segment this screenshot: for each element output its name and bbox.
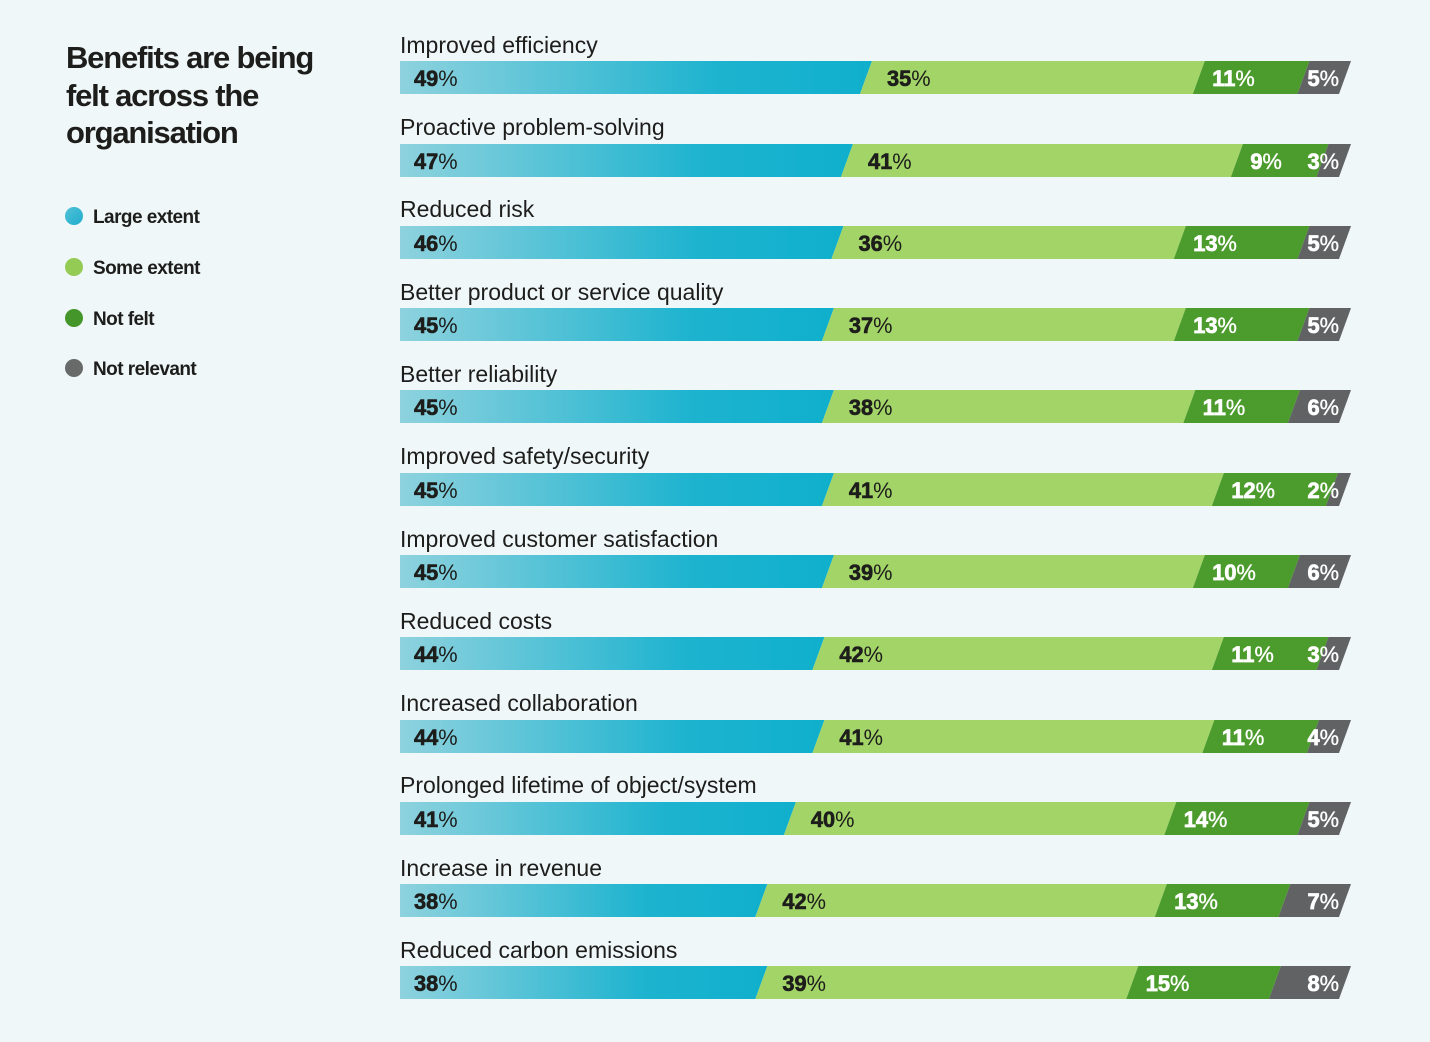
svg-text:6%: 6% [1307,396,1339,421]
svg-text:38%: 38% [849,396,893,421]
svg-text:39%: 39% [782,971,826,996]
svg-text:3%: 3% [1307,642,1339,667]
svg-text:13%: 13% [1193,313,1237,338]
svg-text:5%: 5% [1307,231,1339,256]
svg-text:46%: 46% [414,231,458,256]
svg-text:35%: 35% [887,67,931,92]
svg-text:6%: 6% [1307,560,1339,585]
svg-text:5%: 5% [1307,313,1339,338]
svg-text:42%: 42% [839,642,883,667]
svg-text:41%: 41% [868,149,912,174]
svg-text:47%: 47% [414,149,458,174]
svg-text:8%: 8% [1307,971,1339,996]
svg-text:9%: 9% [1250,149,1282,174]
svg-text:42%: 42% [782,889,826,914]
svg-text:4%: 4% [1307,725,1339,750]
svg-text:2%: 2% [1307,478,1339,503]
svg-text:12%: 12% [1231,478,1275,503]
svg-text:44%: 44% [414,725,458,750]
svg-text:14%: 14% [1184,807,1228,832]
svg-text:38%: 38% [414,889,458,914]
svg-text:40%: 40% [811,807,855,832]
svg-text:41%: 41% [839,725,883,750]
svg-text:44%: 44% [414,642,458,667]
svg-text:38%: 38% [414,971,458,996]
svg-text:39%: 39% [849,560,893,585]
svg-text:13%: 13% [1174,889,1218,914]
svg-text:5%: 5% [1307,67,1339,92]
svg-text:11%: 11% [1203,396,1245,421]
svg-text:15%: 15% [1146,971,1190,996]
svg-text:37%: 37% [849,313,893,338]
svg-text:49%: 49% [414,67,458,92]
svg-text:45%: 45% [414,560,458,585]
svg-text:41%: 41% [849,478,893,503]
svg-text:11%: 11% [1231,642,1273,667]
svg-text:13%: 13% [1193,231,1237,256]
svg-text:10%: 10% [1212,560,1256,585]
svg-text:3%: 3% [1307,149,1339,174]
svg-text:7%: 7% [1307,889,1339,914]
svg-text:36%: 36% [859,231,903,256]
svg-text:45%: 45% [414,478,458,503]
svg-text:5%: 5% [1307,807,1339,832]
svg-text:45%: 45% [414,313,458,338]
svg-text:11%: 11% [1212,67,1254,92]
svg-text:11%: 11% [1222,725,1264,750]
svg-text:45%: 45% [414,396,458,421]
svg-text:41%: 41% [414,807,458,832]
